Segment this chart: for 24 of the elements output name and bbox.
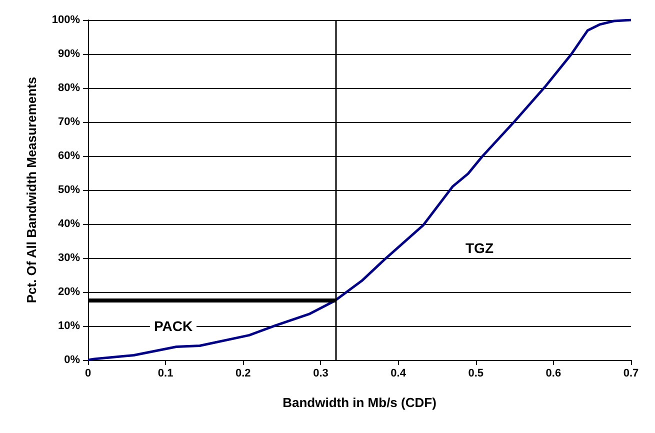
y-tick-label: 100% [52, 14, 80, 26]
x-tick-label: 0.4 [390, 368, 407, 380]
annotation: PACK [154, 318, 193, 334]
y-tick-label: 20% [58, 286, 80, 298]
y-tick-label: 10% [58, 320, 80, 332]
x-tick-label: 0.5 [468, 368, 484, 380]
y-tick-label: 90% [58, 48, 80, 60]
y-tick-label: 0% [64, 354, 80, 366]
annotation: TGZ [466, 240, 494, 256]
line-series [86, 18, 632, 362]
x-axis-title: Bandwidth in Mb/s (CDF) [282, 395, 436, 410]
y-tick-label: 60% [58, 150, 80, 162]
x-tick-label: 0.1 [158, 368, 174, 380]
y-tick-label: 80% [58, 82, 80, 94]
x-tick-label: 0.2 [235, 368, 251, 380]
x-tick-label: 0 [84, 368, 92, 380]
x-tick-label: 0.6 [546, 368, 562, 380]
x-tick-label: 0.7 [623, 368, 639, 380]
x-tick-label: 0.3 [313, 368, 328, 380]
y-tick-label: 70% [58, 116, 80, 128]
y-axis-title: Pct. Of All Bandwidth Measurements [24, 76, 39, 304]
y-tick-label: 30% [58, 252, 80, 264]
y-tick-label: 50% [58, 184, 80, 196]
y-tick-label: 40% [58, 218, 80, 230]
